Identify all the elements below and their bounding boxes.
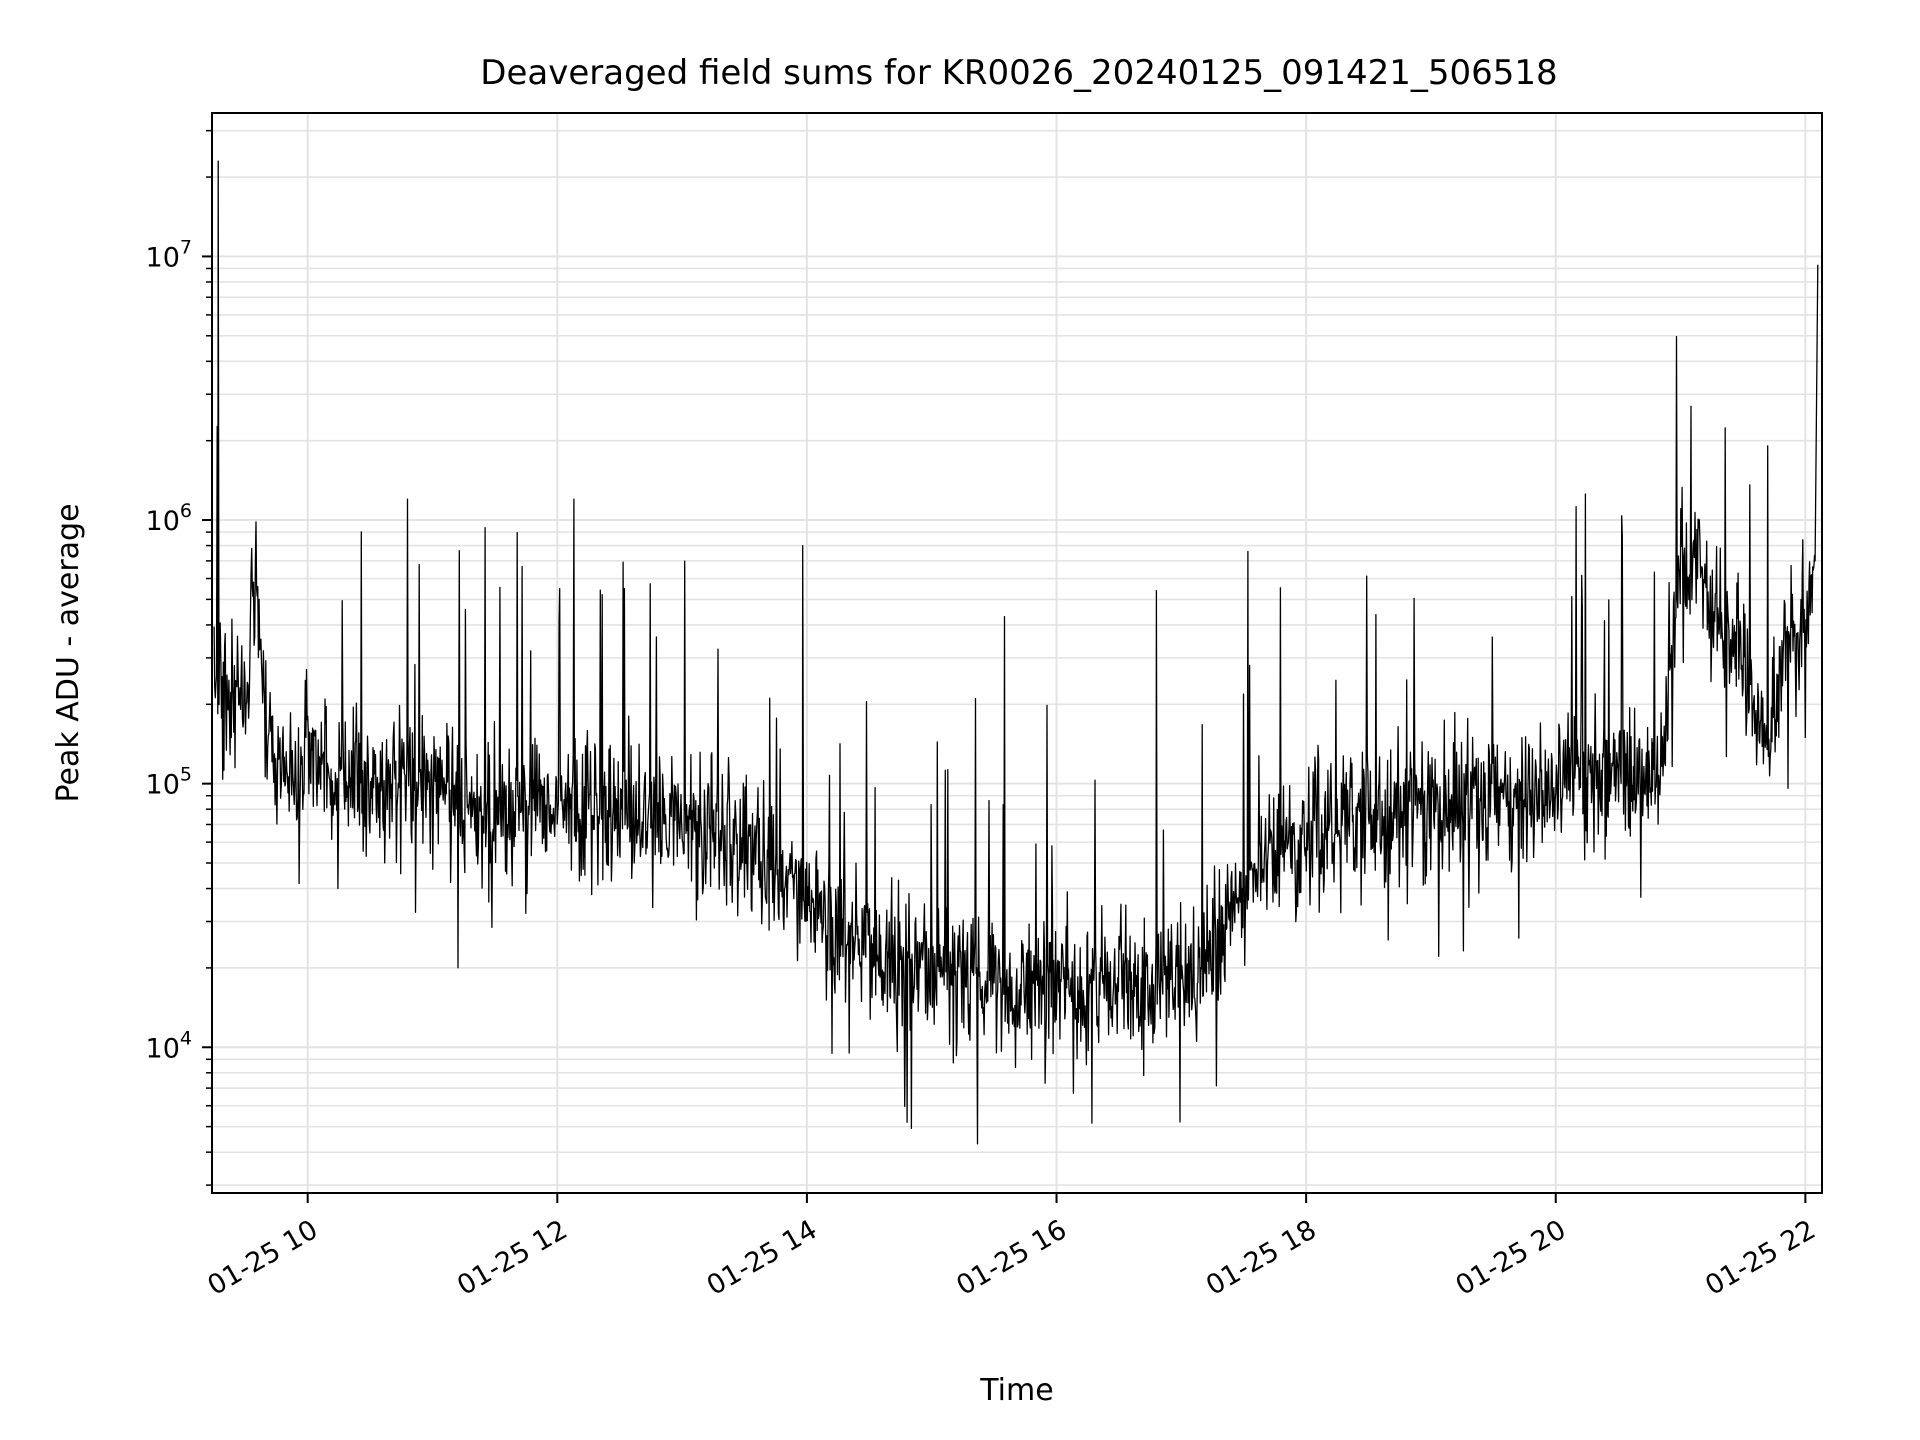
y-tick-label: 105 (146, 764, 192, 801)
y-tick-label: 106 (146, 500, 192, 537)
plot-frame (211, 112, 1823, 1194)
y-tick-label: 104 (146, 1027, 192, 1064)
chart-title: Deaveraged field sums for KR0026_2024012… (480, 53, 1557, 93)
y-axis-label: Peak ADU - average (51, 503, 86, 802)
plot-area (213, 160, 1819, 1145)
y-tick-label: 107 (146, 236, 192, 273)
x-axis-label: Time (979, 1373, 1053, 1408)
series-line (213, 160, 1819, 1145)
